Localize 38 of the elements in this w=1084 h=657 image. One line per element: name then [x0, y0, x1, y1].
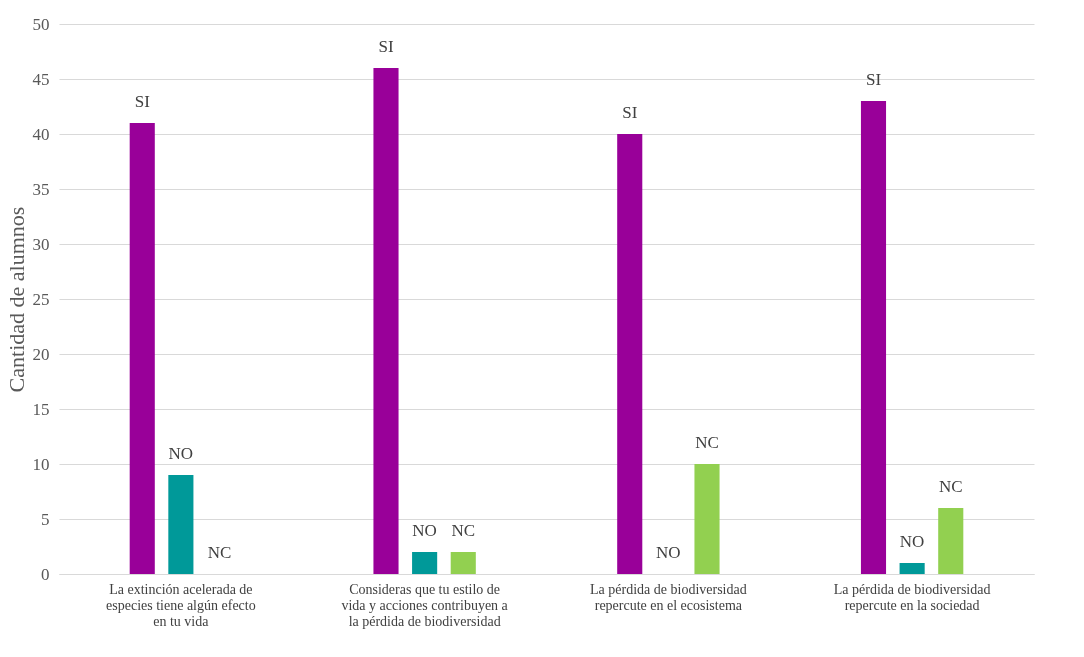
- x-tick-label: La pérdida de biodiversidad repercute en el ecosistema: [590, 581, 747, 613]
- series-label: NC: [451, 521, 476, 540]
- bar: [617, 134, 643, 574]
- y-tick-label: 35: [32, 179, 50, 199]
- y-tick-label: 30: [32, 234, 50, 254]
- series-label: SI: [134, 92, 151, 111]
- y-tick-label: 5: [41, 509, 50, 529]
- y-tick-label: 15: [32, 399, 50, 419]
- y-tick-label: 10: [32, 454, 50, 474]
- bar: [860, 101, 887, 574]
- y-axis-title: Cantidad de alumnos: [3, 206, 29, 393]
- text: NO: [412, 521, 437, 540]
- y-tick-label: 50: [32, 14, 50, 34]
- text: NO: [656, 543, 681, 562]
- text: NC: [207, 543, 232, 562]
- bar: [450, 552, 476, 574]
- text: NC: [695, 433, 719, 452]
- bar: [938, 508, 964, 574]
- bar: [412, 552, 438, 574]
- series-label: NO: [168, 444, 194, 463]
- y-tick-label: 0: [41, 564, 50, 584]
- y-tick-label: 45: [32, 69, 50, 89]
- y-tick-label: 25: [32, 289, 50, 309]
- y-tick-label: 40: [32, 124, 50, 144]
- x-tick-label: Consideras que tu estilo de vida y acciones contribuyen a la pérdida de biodiversidad: [341, 581, 509, 629]
- bar: [373, 68, 399, 574]
- bar: [129, 123, 155, 574]
- x-tick-label: La extinción acelerada de especies tiene algún efecto en tu vida: [106, 581, 256, 629]
- text: NO: [899, 532, 925, 551]
- text: SI: [622, 103, 638, 122]
- x-tick-label: La pérdida de biodiversidad repercute en la sociedad: [833, 581, 991, 613]
- y-tick-label: 20: [32, 344, 50, 364]
- bar: [899, 563, 925, 574]
- text: NC: [938, 477, 963, 496]
- bar: [168, 475, 194, 574]
- text: SI: [378, 37, 394, 56]
- bar: [694, 464, 720, 574]
- text: SI: [865, 70, 882, 89]
